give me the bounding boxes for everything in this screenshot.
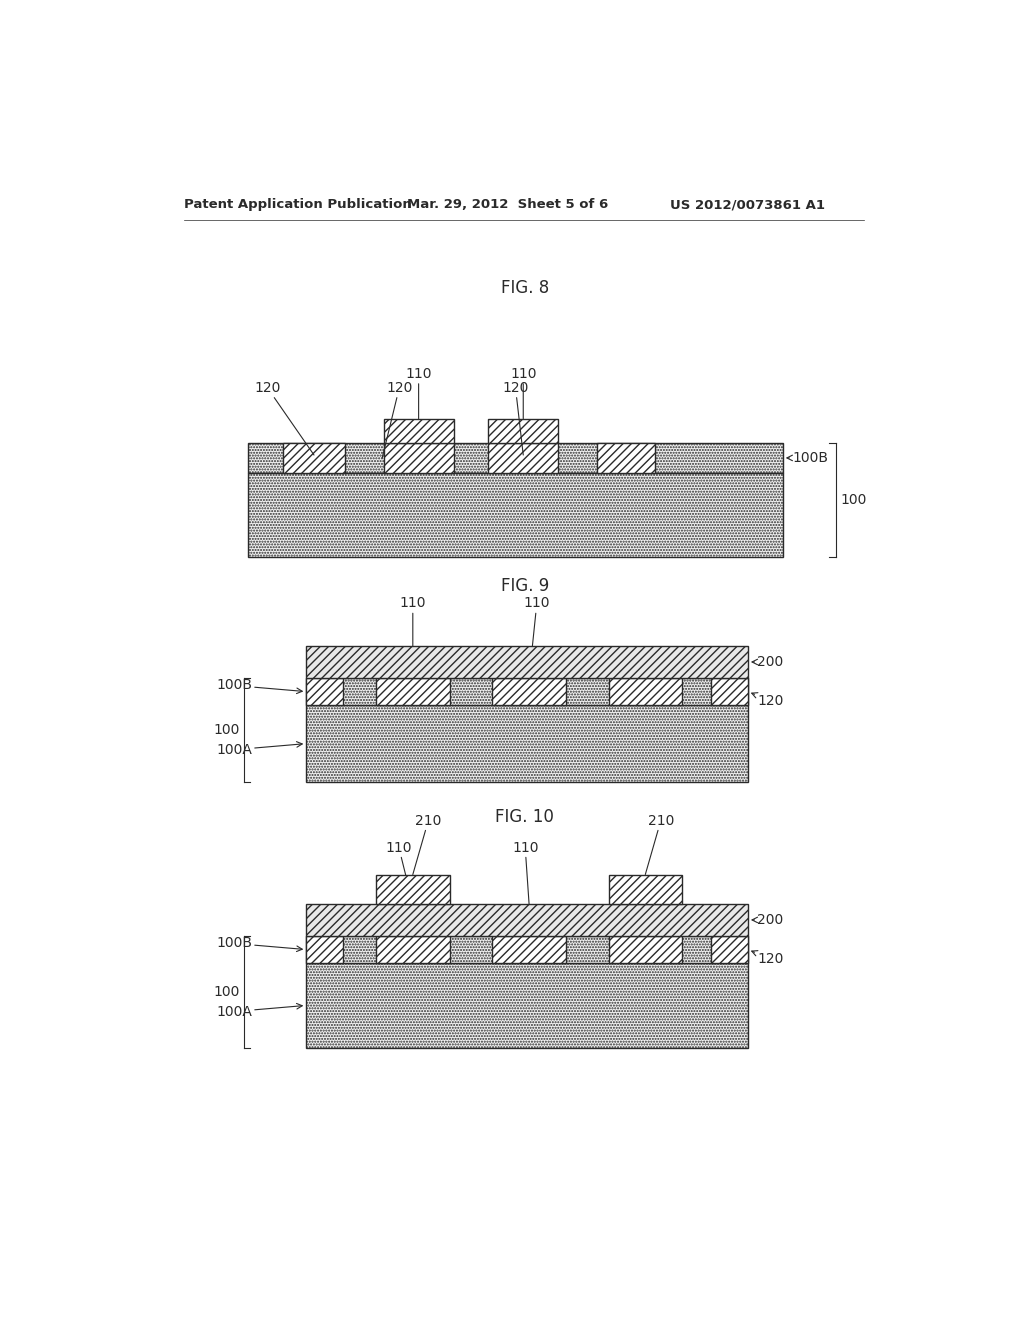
Text: 100B: 100B: [216, 678, 302, 693]
Text: 200: 200: [752, 913, 783, 927]
Bar: [306, 936, 343, 964]
Text: 100: 100: [213, 985, 240, 999]
Bar: [597, 444, 655, 473]
Bar: [384, 444, 454, 473]
Bar: [608, 936, 682, 964]
Bar: [384, 418, 454, 444]
Text: 200: 200: [752, 655, 783, 669]
Bar: [608, 874, 682, 904]
Text: 110: 110: [510, 367, 537, 418]
Text: 110: 110: [386, 841, 413, 904]
Text: FIG. 10: FIG. 10: [496, 808, 554, 826]
Text: 120: 120: [752, 693, 783, 708]
Bar: [306, 964, 748, 1048]
Bar: [248, 473, 783, 557]
Bar: [248, 444, 783, 473]
Text: 110: 110: [512, 841, 539, 904]
Text: 120: 120: [503, 381, 528, 455]
Text: FIG. 8: FIG. 8: [501, 279, 549, 297]
Text: Mar. 29, 2012  Sheet 5 of 6: Mar. 29, 2012 Sheet 5 of 6: [407, 198, 608, 211]
Text: 110: 110: [399, 597, 426, 678]
Bar: [306, 678, 343, 705]
Text: 100: 100: [841, 494, 866, 507]
Bar: [376, 874, 450, 904]
Bar: [608, 678, 682, 705]
Bar: [488, 418, 558, 444]
Bar: [493, 678, 566, 705]
Text: 100B: 100B: [786, 451, 828, 465]
Text: 100A: 100A: [216, 742, 302, 756]
Text: 120: 120: [752, 950, 783, 966]
Text: 110: 110: [406, 367, 432, 418]
Text: US 2012/0073861 A1: US 2012/0073861 A1: [671, 198, 825, 211]
Bar: [306, 904, 748, 936]
Text: 210: 210: [645, 813, 674, 874]
Bar: [376, 936, 450, 964]
Text: 120: 120: [382, 381, 413, 458]
Text: 100: 100: [213, 723, 240, 737]
Bar: [306, 705, 748, 781]
Bar: [376, 678, 450, 705]
Text: 100B: 100B: [216, 936, 302, 952]
Bar: [493, 936, 566, 964]
Bar: [306, 936, 748, 964]
Text: FIG. 9: FIG. 9: [501, 577, 549, 595]
Bar: [306, 678, 748, 705]
Text: 210: 210: [413, 813, 441, 874]
Text: 100A: 100A: [216, 1003, 302, 1019]
Text: 110: 110: [523, 597, 550, 678]
Bar: [306, 645, 748, 678]
Text: Patent Application Publication: Patent Application Publication: [183, 198, 412, 211]
Bar: [488, 444, 558, 473]
Text: 120: 120: [254, 381, 314, 455]
Bar: [711, 936, 748, 964]
Bar: [283, 444, 345, 473]
Bar: [711, 678, 748, 705]
